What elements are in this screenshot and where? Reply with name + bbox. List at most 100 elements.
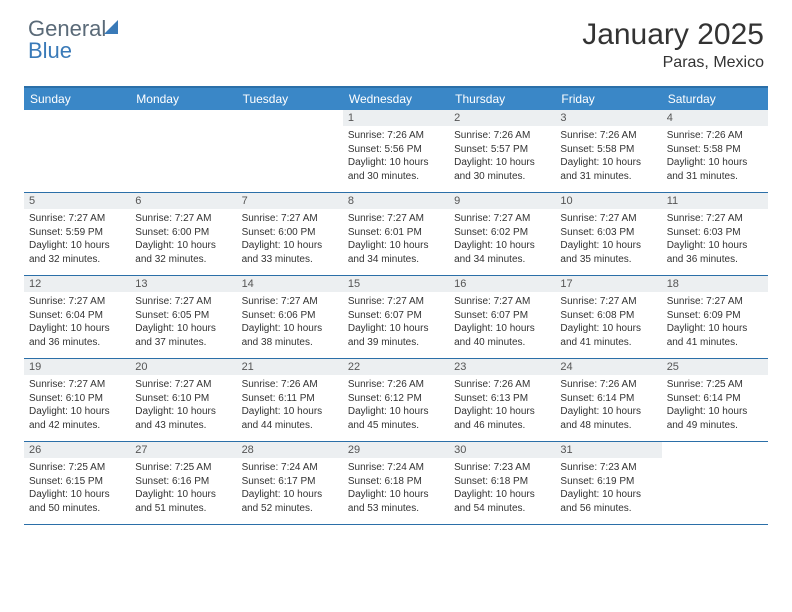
daylight-line: Daylight: 10 hours and 32 minutes. (135, 239, 231, 266)
daylight-line: Daylight: 10 hours and 32 minutes. (29, 239, 125, 266)
day-cell: 13Sunrise: 7:27 AMSunset: 6:05 PMDayligh… (130, 276, 236, 358)
sunset-line: Sunset: 6:11 PM (242, 392, 338, 406)
day-number: 21 (237, 359, 343, 375)
sunset-line: Sunset: 6:10 PM (29, 392, 125, 406)
daylight-line: Daylight: 10 hours and 41 minutes. (560, 322, 656, 349)
day-cell: 4Sunrise: 7:26 AMSunset: 5:58 PMDaylight… (662, 110, 768, 192)
day-number: 24 (555, 359, 661, 375)
day-cell (237, 110, 343, 192)
day-body: Sunrise: 7:27 AMSunset: 6:03 PMDaylight:… (662, 209, 768, 271)
sunset-line: Sunset: 6:05 PM (135, 309, 231, 323)
day-body: Sunrise: 7:24 AMSunset: 6:17 PMDaylight:… (237, 458, 343, 520)
week-row: 19Sunrise: 7:27 AMSunset: 6:10 PMDayligh… (24, 359, 768, 442)
sunset-line: Sunset: 6:04 PM (29, 309, 125, 323)
day-number: 3 (555, 110, 661, 126)
sunrise-line: Sunrise: 7:27 AM (29, 378, 125, 392)
logo: General Blue (28, 18, 118, 62)
sunrise-line: Sunrise: 7:27 AM (29, 295, 125, 309)
day-header-wed: Wednesday (343, 88, 449, 110)
day-body: Sunrise: 7:25 AMSunset: 6:14 PMDaylight:… (662, 375, 768, 437)
sunset-line: Sunset: 6:00 PM (242, 226, 338, 240)
sunrise-line: Sunrise: 7:24 AM (348, 461, 444, 475)
daylight-line: Daylight: 10 hours and 31 minutes. (560, 156, 656, 183)
logo-triangle-icon (104, 20, 118, 34)
day-number: 9 (449, 193, 555, 209)
day-number: 8 (343, 193, 449, 209)
daylight-line: Daylight: 10 hours and 52 minutes. (242, 488, 338, 515)
page-header: General Blue January 2025 Paras, Mexico (0, 0, 792, 80)
sunrise-line: Sunrise: 7:26 AM (560, 378, 656, 392)
sunset-line: Sunset: 6:01 PM (348, 226, 444, 240)
day-cell: 26Sunrise: 7:25 AMSunset: 6:15 PMDayligh… (24, 442, 130, 524)
sunset-line: Sunset: 5:59 PM (29, 226, 125, 240)
sunrise-line: Sunrise: 7:26 AM (560, 129, 656, 143)
calendar: Sunday Monday Tuesday Wednesday Thursday… (24, 86, 768, 525)
day-number: 19 (24, 359, 130, 375)
day-cell: 14Sunrise: 7:27 AMSunset: 6:06 PMDayligh… (237, 276, 343, 358)
day-number: 6 (130, 193, 236, 209)
day-body: Sunrise: 7:27 AMSunset: 6:05 PMDaylight:… (130, 292, 236, 354)
daylight-line: Daylight: 10 hours and 48 minutes. (560, 405, 656, 432)
sunset-line: Sunset: 6:12 PM (348, 392, 444, 406)
location-label: Paras, Mexico (582, 54, 764, 72)
sunrise-line: Sunrise: 7:27 AM (29, 212, 125, 226)
sunrise-line: Sunrise: 7:27 AM (454, 212, 550, 226)
sunset-line: Sunset: 5:57 PM (454, 143, 550, 157)
day-body: Sunrise: 7:26 AMSunset: 5:57 PMDaylight:… (449, 126, 555, 188)
week-row: 5Sunrise: 7:27 AMSunset: 5:59 PMDaylight… (24, 193, 768, 276)
sunset-line: Sunset: 6:14 PM (667, 392, 763, 406)
sunrise-line: Sunrise: 7:27 AM (348, 212, 444, 226)
sunset-line: Sunset: 6:18 PM (454, 475, 550, 489)
daylight-line: Daylight: 10 hours and 50 minutes. (29, 488, 125, 515)
sunset-line: Sunset: 6:17 PM (242, 475, 338, 489)
day-cell (662, 442, 768, 524)
day-body: Sunrise: 7:26 AMSunset: 6:11 PMDaylight:… (237, 375, 343, 437)
sunrise-line: Sunrise: 7:27 AM (242, 295, 338, 309)
sunset-line: Sunset: 6:08 PM (560, 309, 656, 323)
sunrise-line: Sunrise: 7:23 AM (560, 461, 656, 475)
day-body: Sunrise: 7:27 AMSunset: 6:09 PMDaylight:… (662, 292, 768, 354)
day-header-sat: Saturday (662, 88, 768, 110)
daylight-line: Daylight: 10 hours and 56 minutes. (560, 488, 656, 515)
day-body: Sunrise: 7:23 AMSunset: 6:18 PMDaylight:… (449, 458, 555, 520)
sunrise-line: Sunrise: 7:27 AM (135, 212, 231, 226)
day-number: 28 (237, 442, 343, 458)
sunset-line: Sunset: 5:58 PM (560, 143, 656, 157)
day-number: 12 (24, 276, 130, 292)
daylight-line: Daylight: 10 hours and 53 minutes. (348, 488, 444, 515)
sunset-line: Sunset: 5:58 PM (667, 143, 763, 157)
day-header-fri: Friday (555, 88, 661, 110)
week-row: 12Sunrise: 7:27 AMSunset: 6:04 PMDayligh… (24, 276, 768, 359)
sunset-line: Sunset: 6:06 PM (242, 309, 338, 323)
day-cell: 8Sunrise: 7:27 AMSunset: 6:01 PMDaylight… (343, 193, 449, 275)
day-number: 25 (662, 359, 768, 375)
day-cell: 19 Sunrise: 7:27 AMSunset: 6:10 PMDayligh… (24, 359, 130, 441)
day-header-tue: Tuesday (237, 88, 343, 110)
daylight-line: Daylight: 10 hours and 42 minutes. (29, 405, 125, 432)
sunrise-line: Sunrise: 7:26 AM (242, 378, 338, 392)
day-number: 14 (237, 276, 343, 292)
daylight-line: Daylight: 10 hours and 40 minutes. (454, 322, 550, 349)
sunset-line: Sunset: 6:02 PM (454, 226, 550, 240)
week-row: 1Sunrise: 7:26 AMSunset: 5:56 PMDaylight… (24, 110, 768, 193)
day-number: 7 (237, 193, 343, 209)
day-number: 4 (662, 110, 768, 126)
day-cell: 31Sunrise: 7:23 AMSunset: 6:19 PMDayligh… (555, 442, 661, 524)
sunset-line: Sunset: 6:03 PM (667, 226, 763, 240)
sunrise-line: Sunrise: 7:26 AM (667, 129, 763, 143)
sunrise-line: Sunrise: 7:24 AM (242, 461, 338, 475)
sunset-line: Sunset: 6:07 PM (454, 309, 550, 323)
day-cell (130, 110, 236, 192)
day-number: 18 (662, 276, 768, 292)
day-body: Sunrise: 7:27 AMSunset: 6:01 PMDaylight:… (343, 209, 449, 271)
day-number: 17 (555, 276, 661, 292)
sunset-line: Sunset: 6:19 PM (560, 475, 656, 489)
day-number: 10 (555, 193, 661, 209)
sunrise-line: Sunrise: 7:27 AM (560, 295, 656, 309)
daylight-line: Daylight: 10 hours and 30 minutes. (454, 156, 550, 183)
day-cell: 2Sunrise: 7:26 AMSunset: 5:57 PMDaylight… (449, 110, 555, 192)
day-number: 2 (449, 110, 555, 126)
day-header-sun: Sunday (24, 88, 130, 110)
sunset-line: Sunset: 6:18 PM (348, 475, 444, 489)
month-title: January 2025 (582, 18, 764, 52)
